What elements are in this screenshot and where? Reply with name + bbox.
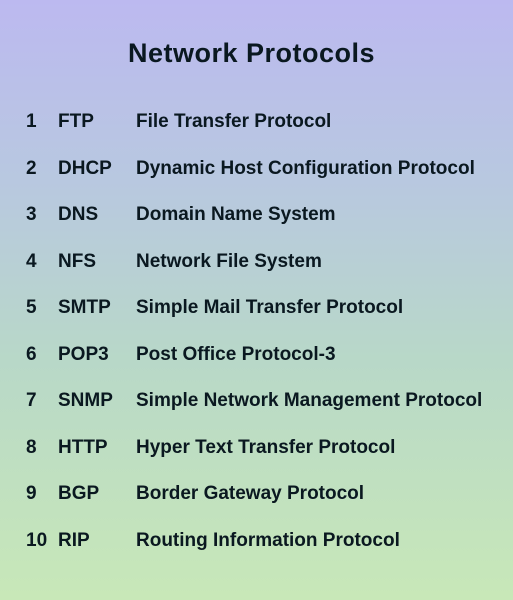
item-number: 3 bbox=[26, 204, 58, 226]
list-item: 2 DHCP Dynamic Host Configuration Protoc… bbox=[26, 158, 513, 180]
item-abbr: DNS bbox=[58, 204, 136, 226]
item-full: Routing Information Protocol bbox=[136, 530, 513, 552]
item-abbr: POP3 bbox=[58, 344, 136, 366]
item-number: 10 bbox=[26, 530, 58, 552]
item-number: 1 bbox=[26, 111, 58, 133]
list-item: 4 NFS Network File System bbox=[26, 251, 513, 273]
item-abbr: FTP bbox=[58, 111, 136, 133]
list-item: 9 BGP Border Gateway Protocol bbox=[26, 483, 513, 505]
item-full: Domain Name System bbox=[136, 204, 513, 226]
item-full: Network File System bbox=[136, 251, 513, 273]
list-item: 1 FTP File Transfer Protocol bbox=[26, 111, 513, 133]
item-full: Border Gateway Protocol bbox=[136, 483, 513, 505]
list-item: 10 RIP Routing Information Protocol bbox=[26, 530, 513, 552]
list-item: 5 SMTP Simple Mail Transfer Protocol bbox=[26, 297, 513, 319]
item-number: 5 bbox=[26, 297, 58, 319]
item-abbr: DHCP bbox=[58, 158, 136, 180]
item-full: Dynamic Host Configuration Protocol bbox=[136, 158, 513, 180]
item-full: Hyper Text Transfer Protocol bbox=[136, 437, 513, 459]
item-full: Post Office Protocol-3 bbox=[136, 344, 513, 366]
item-number: 4 bbox=[26, 251, 58, 273]
item-full: Simple Network Management Protocol bbox=[136, 390, 513, 412]
page-title: Network Protocols bbox=[0, 0, 513, 69]
item-number: 9 bbox=[26, 483, 58, 505]
item-number: 2 bbox=[26, 158, 58, 180]
page: Network Protocols 1 FTP File Transfer Pr… bbox=[0, 0, 513, 600]
item-abbr: SMTP bbox=[58, 297, 136, 319]
protocol-list: 1 FTP File Transfer Protocol 2 DHCP Dyna… bbox=[0, 69, 513, 552]
item-full: File Transfer Protocol bbox=[136, 111, 513, 133]
item-abbr: NFS bbox=[58, 251, 136, 273]
item-number: 8 bbox=[26, 437, 58, 459]
item-number: 7 bbox=[26, 390, 58, 412]
item-abbr: BGP bbox=[58, 483, 136, 505]
item-full: Simple Mail Transfer Protocol bbox=[136, 297, 513, 319]
list-item: 7 SNMP Simple Network Management Protoco… bbox=[26, 390, 513, 412]
list-item: 8 HTTP Hyper Text Transfer Protocol bbox=[26, 437, 513, 459]
item-abbr: SNMP bbox=[58, 390, 136, 412]
item-number: 6 bbox=[26, 344, 58, 366]
item-abbr: RIP bbox=[58, 530, 136, 552]
list-item: 6 POP3 Post Office Protocol-3 bbox=[26, 344, 513, 366]
list-item: 3 DNS Domain Name System bbox=[26, 204, 513, 226]
item-abbr: HTTP bbox=[58, 437, 136, 459]
